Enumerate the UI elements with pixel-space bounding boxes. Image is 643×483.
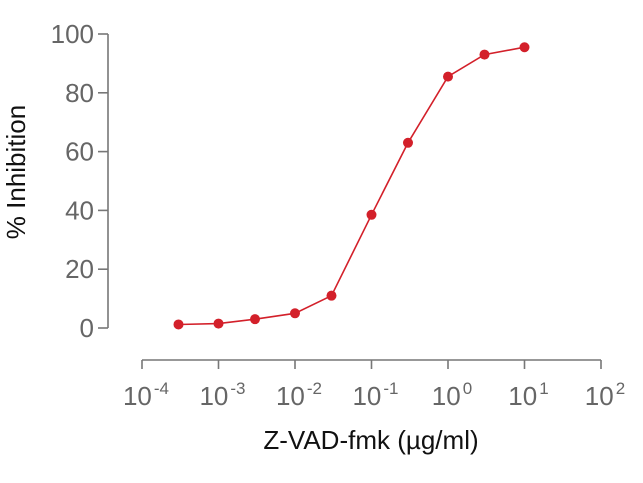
x-axis: 10 -4 10 -3 10 -2 10 -1 10 0 10 1 10 2 [123,359,625,411]
data-point [290,308,300,319]
y-tick-label: 20 [65,254,94,284]
plot-area [173,42,530,330]
y-axis-title: % Inhibition [1,105,31,239]
data-point [443,71,453,82]
x-tick-label: 10 -4 [123,379,169,411]
y-tick-label: 80 [65,78,94,108]
y-tick-label: 40 [65,195,94,225]
x-tick-label: 10 -1 [352,379,398,411]
series-line [178,46,525,326]
y-axis: 0 20 40 60 80 100 [51,19,109,343]
y-tick-label: 100 [51,19,94,49]
data-point [173,319,184,330]
x-tick-label: 10 0 [432,379,472,411]
data-point [479,49,490,60]
data-point [366,209,377,220]
x-tick-label: 10 -3 [199,379,245,411]
x-axis-title: Z-VAD-fmk (µg/ml) [263,425,478,455]
data-point [249,314,260,325]
y-tick-label: 0 [80,313,94,343]
data-point [519,42,530,53]
x-tick-label: 10 -2 [276,379,322,411]
y-tick-label: 60 [65,137,94,167]
data-point [402,137,413,148]
data-point [213,318,224,329]
x-tick-label: 10 1 [508,379,548,411]
x-tick-label: 10 2 [585,379,625,411]
data-point [326,290,337,301]
